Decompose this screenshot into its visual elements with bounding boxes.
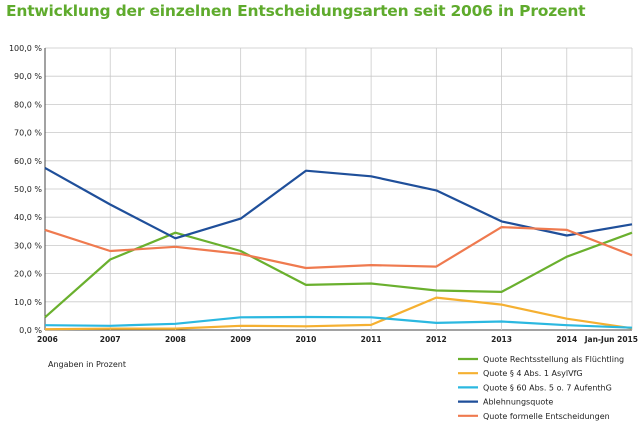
y-axis-ticks: 0,0 % 10,0 % 20,0 % 30,0 % 40,0 % 50,0 % 60,0 … bbox=[9, 44, 42, 335]
y-tick-label: 50,0 % bbox=[14, 185, 42, 194]
legend-label: Ablehnungsquote bbox=[483, 398, 553, 407]
y-tick-label: 100,0 % bbox=[9, 44, 42, 53]
unit-note: Angaben in Prozent bbox=[48, 360, 126, 369]
series-line bbox=[44, 296, 633, 331]
x-tick-label: 2011 bbox=[361, 335, 382, 344]
y-tick-label: 30,0 % bbox=[14, 241, 42, 250]
y-tick-label: 60,0 % bbox=[14, 157, 42, 166]
grid-lines bbox=[44, 47, 633, 331]
x-tick-label: 2014 bbox=[556, 335, 577, 344]
legend: Quote Rechtsstellung als Flüchtling Quote… bbox=[458, 355, 624, 421]
x-tick-label: Jan-Jun 2015 bbox=[584, 335, 638, 344]
x-tick-label: 2012 bbox=[426, 335, 447, 344]
legend-label: Quote Rechtsstellung als Flüchtling bbox=[483, 355, 624, 364]
x-tick-label: 2013 bbox=[491, 335, 512, 344]
y-tick-label: 10,0 % bbox=[14, 298, 42, 307]
series-line bbox=[44, 231, 633, 319]
legend-label: Quote formelle Entscheidungen bbox=[483, 412, 610, 421]
x-tick-label: 2009 bbox=[230, 335, 251, 344]
legend-label: Quote § 4 Abs. 1 AsylVfG bbox=[483, 369, 583, 378]
chart-title: Entwicklung der einzelnen Entscheidungsa… bbox=[6, 2, 586, 20]
series-lines bbox=[44, 166, 633, 331]
series-line bbox=[44, 226, 633, 270]
x-tick-label: 2006 bbox=[37, 335, 58, 344]
x-axis-ticks: 2006 2007 2008 2009 2010 2011 2012 2013 2014 Jan-… bbox=[37, 335, 638, 344]
y-tick-label: 80,0 % bbox=[14, 100, 42, 109]
y-tick-label: 20,0 % bbox=[14, 270, 42, 279]
y-tick-label: 70,0 % bbox=[14, 129, 42, 138]
series-line bbox=[44, 166, 633, 240]
series-line bbox=[44, 315, 633, 329]
x-tick-label: 2007 bbox=[100, 335, 121, 344]
x-tick-label: 2008 bbox=[165, 335, 186, 344]
y-tick-label: 0,0 % bbox=[19, 326, 42, 335]
x-tick-label: 2010 bbox=[295, 335, 316, 344]
legend-label: Quote § 60 Abs. 5 o. 7 AufenthG bbox=[483, 383, 612, 392]
y-tick-label: 90,0 % bbox=[14, 72, 42, 81]
y-tick-label: 40,0 % bbox=[14, 213, 42, 222]
